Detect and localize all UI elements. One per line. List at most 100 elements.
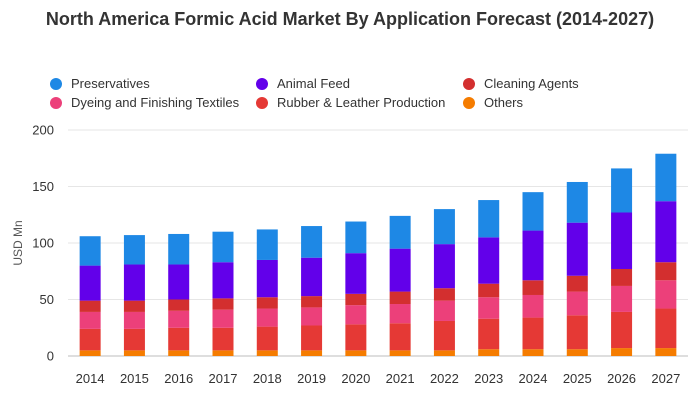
bar-segment-cleaning-agents-2022[interactable] xyxy=(433,288,455,301)
bar-segment-rubber-leather-production-2019[interactable] xyxy=(301,325,323,351)
bar-segment-dyeing-and-finishing-textiles-2015[interactable] xyxy=(123,311,145,329)
legend-item-cleaning-agents[interactable]: Cleaning Agents xyxy=(463,76,579,91)
bar-segment-cleaning-agents-2018[interactable] xyxy=(256,297,278,309)
bar-segment-cleaning-agents-2026[interactable] xyxy=(611,268,633,286)
bar-segment-animal-feed-2018[interactable] xyxy=(256,259,278,298)
bar-segment-preservatives-2017[interactable] xyxy=(212,231,234,263)
bar-segment-preservatives-2027[interactable] xyxy=(655,153,677,202)
bar-segment-others-2025[interactable] xyxy=(566,349,588,356)
bar-segment-dyeing-and-finishing-textiles-2024[interactable] xyxy=(522,294,544,318)
bar-segment-dyeing-and-finishing-textiles-2021[interactable] xyxy=(389,304,411,324)
bar-segment-rubber-leather-production-2018[interactable] xyxy=(256,326,278,351)
bar-segment-animal-feed-2024[interactable] xyxy=(522,230,544,281)
bar-segment-rubber-leather-production-2017[interactable] xyxy=(212,327,234,351)
bar-segment-rubber-leather-production-2025[interactable] xyxy=(566,315,588,350)
x-tick-label: 2023 xyxy=(474,371,503,386)
bar-segment-others-2022[interactable] xyxy=(433,350,455,356)
bar-segment-animal-feed-2020[interactable] xyxy=(345,253,367,294)
bar-segment-others-2015[interactable] xyxy=(123,350,145,356)
legend-item-rubber-leather[interactable]: Rubber & Leather Production xyxy=(256,95,445,110)
bar-segment-rubber-leather-production-2026[interactable] xyxy=(611,311,633,349)
bar-segment-rubber-leather-production-2024[interactable] xyxy=(522,317,544,350)
bar-segment-cleaning-agents-2015[interactable] xyxy=(123,300,145,312)
bar-segment-rubber-leather-production-2020[interactable] xyxy=(345,324,367,351)
bar-segment-others-2024[interactable] xyxy=(522,349,544,356)
bar-segment-rubber-leather-production-2016[interactable] xyxy=(168,327,190,351)
bar-segment-dyeing-and-finishing-textiles-2027[interactable] xyxy=(655,280,677,309)
bar-segment-preservatives-2022[interactable] xyxy=(433,209,455,245)
bar-segment-preservatives-2025[interactable] xyxy=(566,181,588,223)
bar-segment-rubber-leather-production-2023[interactable] xyxy=(478,318,500,350)
bar-segment-cleaning-agents-2021[interactable] xyxy=(389,291,411,305)
bar-segment-preservatives-2020[interactable] xyxy=(345,221,367,254)
bar-segment-cleaning-agents-2027[interactable] xyxy=(655,262,677,281)
bar-segment-others-2026[interactable] xyxy=(611,348,633,356)
legend-swatch xyxy=(50,96,62,109)
bar-segment-cleaning-agents-2019[interactable] xyxy=(301,296,323,308)
bar-segment-animal-feed-2019[interactable] xyxy=(301,257,323,297)
legend-swatch xyxy=(256,96,268,109)
legend-item-animal-feed[interactable]: Animal Feed xyxy=(256,76,350,91)
bar-segment-others-2014[interactable] xyxy=(79,350,101,356)
bar-segment-dyeing-and-finishing-textiles-2017[interactable] xyxy=(212,309,234,328)
bar-segment-cleaning-agents-2025[interactable] xyxy=(566,275,588,292)
bar-segment-preservatives-2024[interactable] xyxy=(522,192,544,231)
y-axis-ticks: 0 50 100 150 200 xyxy=(32,123,54,364)
legend-label: Others xyxy=(484,95,524,110)
bar-segment-rubber-leather-production-2022[interactable] xyxy=(433,320,455,351)
x-tick-label: 2027 xyxy=(651,371,680,386)
bar-segment-dyeing-and-finishing-textiles-2026[interactable] xyxy=(611,285,633,312)
bar-segment-cleaning-agents-2023[interactable] xyxy=(478,283,500,298)
bar-segment-preservatives-2015[interactable] xyxy=(123,235,145,265)
bar-segment-others-2016[interactable] xyxy=(168,350,190,356)
bar-segment-preservatives-2016[interactable] xyxy=(168,233,190,265)
bar-segment-others-2020[interactable] xyxy=(345,350,367,356)
bar-segment-dyeing-and-finishing-textiles-2023[interactable] xyxy=(478,297,500,319)
x-tick-label: 2024 xyxy=(519,371,548,386)
bar-segment-animal-feed-2023[interactable] xyxy=(478,237,500,284)
bar-segment-preservatives-2021[interactable] xyxy=(389,215,411,249)
bar-segment-others-2027[interactable] xyxy=(655,348,677,356)
legend-item-dyeing-textiles[interactable]: Dyeing and Finishing Textiles xyxy=(50,95,239,110)
bar-segment-animal-feed-2027[interactable] xyxy=(655,201,677,263)
bar-segment-cleaning-agents-2017[interactable] xyxy=(212,298,234,310)
bar-segment-animal-feed-2015[interactable] xyxy=(123,264,145,301)
bar-segment-dyeing-and-finishing-textiles-2019[interactable] xyxy=(301,307,323,326)
legend-label: Cleaning Agents xyxy=(484,76,579,91)
bar-segment-preservatives-2019[interactable] xyxy=(301,226,323,258)
bar-segment-dyeing-and-finishing-textiles-2016[interactable] xyxy=(168,310,190,328)
bar-segment-animal-feed-2014[interactable] xyxy=(79,265,101,301)
bar-segment-preservatives-2023[interactable] xyxy=(478,200,500,238)
bar-segment-dyeing-and-finishing-textiles-2018[interactable] xyxy=(256,308,278,327)
bar-segment-others-2021[interactable] xyxy=(389,350,411,356)
bar-segment-dyeing-and-finishing-textiles-2014[interactable] xyxy=(79,311,101,329)
bar-segment-animal-feed-2026[interactable] xyxy=(611,212,633,269)
bar-segment-animal-feed-2022[interactable] xyxy=(433,244,455,289)
bar-segment-animal-feed-2017[interactable] xyxy=(212,262,234,299)
bar-segment-preservatives-2026[interactable] xyxy=(611,168,633,213)
bar-segment-others-2019[interactable] xyxy=(301,350,323,356)
bar-segment-dyeing-and-finishing-textiles-2025[interactable] xyxy=(566,291,588,316)
legend-item-preservatives[interactable]: Preservatives xyxy=(50,76,150,91)
bar-segment-cleaning-agents-2024[interactable] xyxy=(522,280,544,295)
bar-segment-animal-feed-2021[interactable] xyxy=(389,248,411,292)
bar-segment-animal-feed-2025[interactable] xyxy=(566,222,588,276)
bar-segment-animal-feed-2016[interactable] xyxy=(168,264,190,300)
bar-segment-dyeing-and-finishing-textiles-2020[interactable] xyxy=(345,305,367,325)
gridlines xyxy=(68,129,688,357)
bar-segment-preservatives-2018[interactable] xyxy=(256,229,278,260)
legend-item-others[interactable]: Others xyxy=(463,95,523,110)
bar-segment-dyeing-and-finishing-textiles-2022[interactable] xyxy=(433,300,455,321)
bar-segment-cleaning-agents-2020[interactable] xyxy=(345,293,367,306)
bar-segment-rubber-leather-production-2027[interactable] xyxy=(655,308,677,349)
bar-segment-rubber-leather-production-2021[interactable] xyxy=(389,323,411,351)
bar-segment-others-2018[interactable] xyxy=(256,350,278,356)
bar-segment-preservatives-2014[interactable] xyxy=(79,236,101,266)
bar-segment-rubber-leather-production-2014[interactable] xyxy=(79,328,101,351)
bar-segment-others-2023[interactable] xyxy=(478,349,500,356)
bar-segment-rubber-leather-production-2015[interactable] xyxy=(123,328,145,351)
x-axis-ticks: 2014 2015 2016 2017 2018 2019 2020 2021 2022 2023… xyxy=(76,371,681,386)
bar-segment-cleaning-agents-2016[interactable] xyxy=(168,299,190,311)
bar-segment-cleaning-agents-2014[interactable] xyxy=(79,300,101,312)
bar-segment-others-2017[interactable] xyxy=(212,350,234,356)
